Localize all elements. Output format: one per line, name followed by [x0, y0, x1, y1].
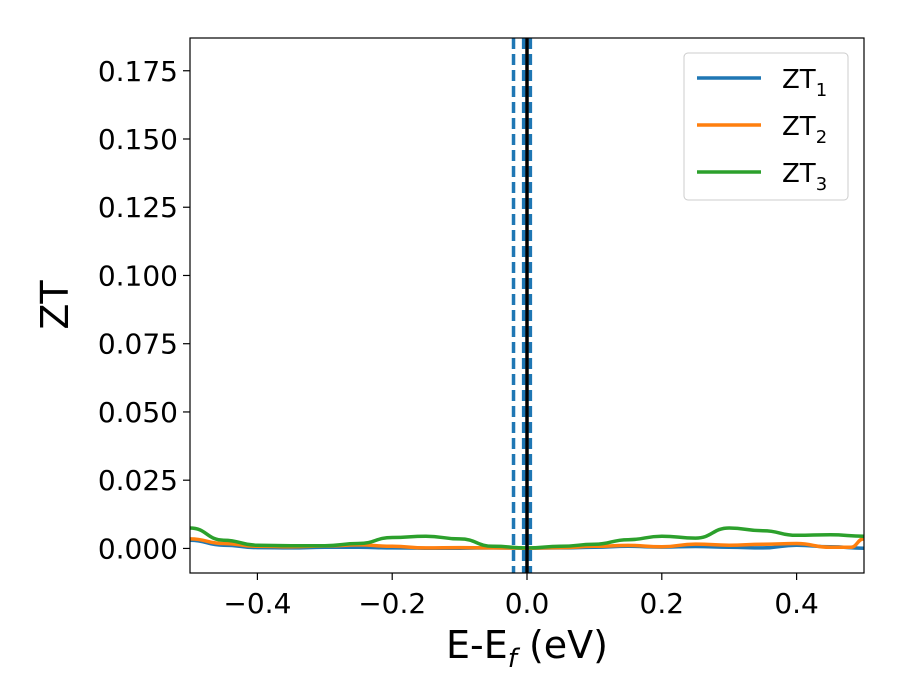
legend-label-zt2: ZT2 — [782, 112, 827, 148]
x-tick-label: 0.2 — [640, 587, 685, 620]
x-tick-label: −0.2 — [358, 587, 426, 620]
x-axis-label-main: E-E — [446, 623, 508, 667]
y-tick-label: 0.150 — [98, 123, 178, 156]
fermi-marker-lines-layer — [511, 38, 533, 573]
x-tick-label: 0.4 — [774, 587, 819, 620]
x-axis-label: E-Ef (eV) — [446, 623, 608, 674]
y-tick-label: 0.000 — [98, 532, 178, 565]
legend-label-zt1: ZT1 — [782, 65, 827, 101]
y-tick-label: 0.175 — [98, 55, 178, 88]
legend-label-zt3: ZT3 — [782, 159, 827, 195]
y-axis-label: ZT — [33, 280, 77, 330]
y-tick-label: 0.025 — [98, 464, 178, 497]
legend-entries: ZT1 ZT2 ZT3 — [697, 65, 827, 195]
y-tick-label: 0.100 — [98, 259, 178, 292]
x-tick-label: 0.0 — [505, 587, 550, 620]
legend: ZT1 ZT2 ZT3 — [683, 52, 849, 201]
y-ticks-layer: 0.000 0.025 0.050 0.075 0.100 0.125 0.150 0.175 — [98, 55, 190, 565]
y-tick-label: 0.125 — [98, 191, 178, 224]
x-axis-label-unit-text: (eV) — [529, 623, 608, 667]
x-ticks-layer: −0.4 −0.2 0.0 0.2 0.4 — [223, 573, 819, 620]
legend-box — [683, 52, 849, 201]
x-axis-label-unit — [517, 623, 529, 667]
x-tick-label: −0.4 — [223, 587, 291, 620]
y-tick-label: 0.050 — [98, 396, 178, 429]
y-tick-label: 0.075 — [98, 328, 178, 361]
